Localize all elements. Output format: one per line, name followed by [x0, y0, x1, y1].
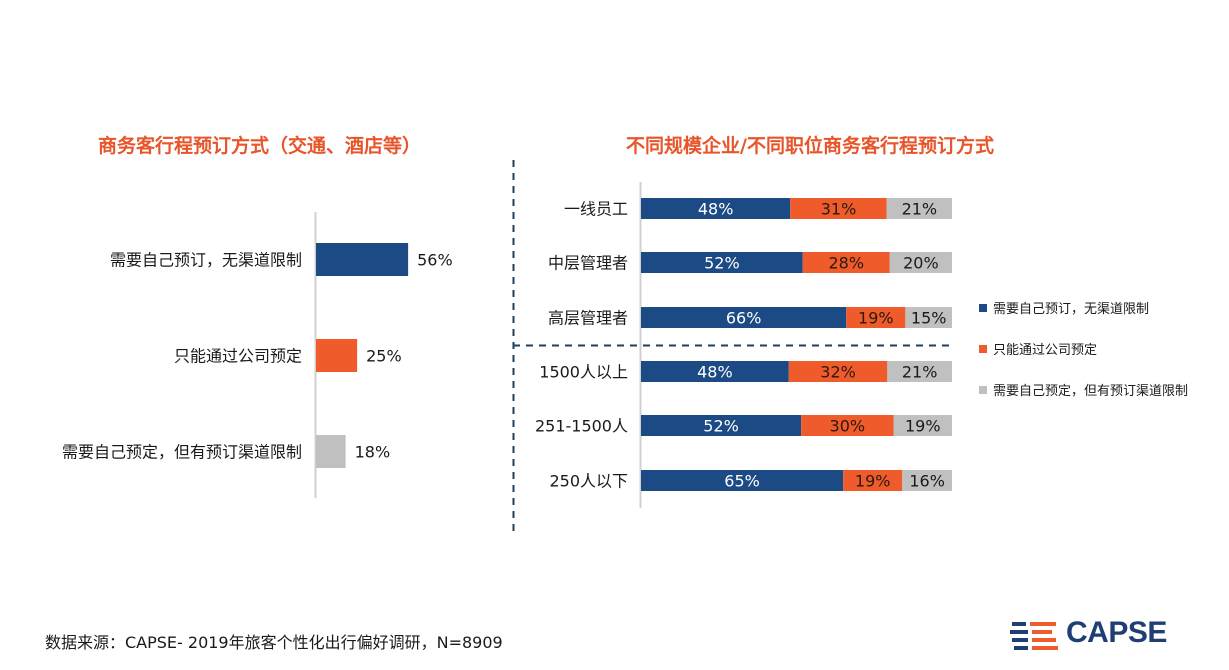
- segment-value-label: 28%: [828, 254, 864, 273]
- legend-label: 需要自己预订，无渠道限制: [993, 302, 1150, 317]
- stacked-bar-segment: [802, 252, 890, 273]
- right-category-label: 1500人以上: [539, 363, 628, 382]
- stacked-bar-segment: [846, 307, 906, 328]
- source-note: 数据来源：CAPSE- 2019年旅客个性化出行偏好调研，N=8909: [45, 633, 503, 652]
- segment-value-label: 21%: [902, 363, 938, 382]
- right-category-label: 高层管理者: [548, 309, 628, 328]
- legend-item: 需要自己预订，无渠道限制: [979, 298, 1149, 317]
- stacked-bar-segment: [641, 198, 791, 219]
- left-value-label: 56%: [417, 251, 453, 270]
- right-chart: 一线员工 48% 31% 21% 中层管理者 52% 28% 20% 高层管理者 66% 19% 15…: [512, 160, 955, 532]
- segment-value-label: 21%: [902, 200, 938, 219]
- left-bar: [316, 339, 358, 372]
- left-category-label: 需要自己预定，但有预订渠道限制: [62, 443, 302, 462]
- left-category-label: 只能通过公司预定: [174, 347, 302, 366]
- left-value-label: 18%: [355, 443, 391, 462]
- stacked-bar-segment: [801, 415, 894, 436]
- stacked-bar-segment: [641, 361, 789, 382]
- segment-value-label: 48%: [698, 200, 734, 219]
- stacked-bar-segment: [886, 198, 952, 219]
- stacked-bar-segment: [641, 252, 803, 273]
- segment-value-label: 16%: [909, 472, 945, 491]
- segment-value-label: 52%: [703, 417, 739, 436]
- legend-item: 只能通过公司预定: [979, 339, 1097, 358]
- segment-value-label: 15%: [911, 309, 947, 328]
- segment-value-label: 65%: [724, 472, 760, 491]
- left-value-label: 25%: [366, 347, 402, 366]
- segment-value-label: 31%: [821, 200, 857, 219]
- segment-value-label: 19%: [905, 417, 941, 436]
- stacked-bar-segment: [905, 307, 952, 328]
- segment-value-label: 52%: [704, 254, 740, 273]
- stacked-bar-segment: [790, 198, 887, 219]
- left-bar: [316, 243, 409, 276]
- legend-item: 需要自己预定，但有预订渠道限制: [979, 380, 1188, 399]
- stacked-bar-segment: [902, 470, 952, 491]
- legend-swatch-icon: [979, 344, 987, 353]
- segment-value-label: 66%: [726, 309, 762, 328]
- left-bar: [316, 435, 346, 468]
- legend-label: 只能通过公司预定: [993, 343, 1098, 358]
- right-category-label: 251-1500人: [535, 417, 628, 436]
- right-category-label: 一线员工: [564, 200, 628, 219]
- right-category-label: 中层管理者: [548, 254, 628, 273]
- stacked-bar-segment: [641, 470, 844, 491]
- capse-logo: CAPSE: [1010, 616, 1180, 654]
- stacked-bar-segment: [887, 361, 952, 382]
- left-chart-title: 商务客行程预订方式（交通、酒店等）: [98, 135, 422, 157]
- stacked-bar-segment: [843, 470, 903, 491]
- segment-value-label: 30%: [830, 417, 866, 436]
- stacked-bar-segment: [788, 361, 888, 382]
- segment-value-label: 19%: [855, 472, 891, 491]
- stacked-bar-segment: [641, 307, 847, 328]
- logo-wordmark: CAPSE: [1066, 616, 1167, 649]
- stacked-bar-segment: [889, 252, 952, 273]
- right-chart-title: 不同规模企业/不同职位商务客行程预订方式: [626, 135, 994, 157]
- logo-stripes-icon: [1010, 622, 1058, 650]
- left-category-label: 需要自己预订，无渠道限制: [110, 251, 302, 270]
- legend-swatch-icon: [979, 385, 987, 394]
- segment-value-label: 20%: [903, 254, 939, 273]
- legend-swatch-icon: [979, 303, 987, 312]
- segment-value-label: 19%: [858, 309, 894, 328]
- segment-value-label: 48%: [697, 363, 733, 382]
- left-chart: 需要自己预订，无渠道限制 56% 只能通过公司预定 25% 需要自己预定，但有预订渠道限…: [62, 212, 453, 498]
- stacked-bar-segment: [641, 415, 802, 436]
- stacked-bar-segment: [893, 415, 952, 436]
- right-category-label: 250人以下: [549, 472, 628, 491]
- segment-value-label: 32%: [820, 363, 856, 382]
- legend-label: 需要自己预定，但有预订渠道限制: [993, 384, 1189, 399]
